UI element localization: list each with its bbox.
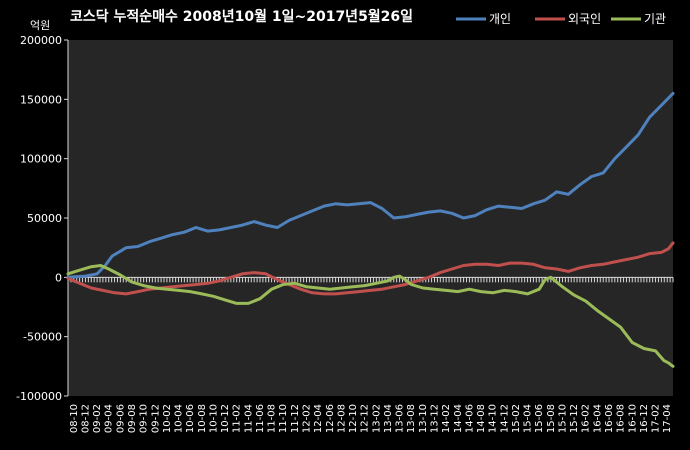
legend: 개인 외국인 기관 <box>456 12 666 26</box>
x-tick-label: 16-06 <box>604 404 615 433</box>
x-tick-label: 15-04 <box>523 404 534 433</box>
x-tick-label: 11-06 <box>255 404 266 433</box>
x-tick-label: 10-12 <box>220 404 231 433</box>
y-axis-unit-label: 억원 <box>30 19 50 32</box>
x-tick-label: 13-02 <box>371 404 382 433</box>
x-tick-label: 15-12 <box>569 404 580 433</box>
x-tick-label: 16-02 <box>581 404 592 433</box>
x-tick-label: 13-06 <box>395 404 406 433</box>
x-tick-label: 10-10 <box>208 404 219 433</box>
x-tick-label: 14-02 <box>441 404 452 433</box>
x-tick-label: 12-12 <box>360 404 371 433</box>
x-tick-label: 12-06 <box>325 404 336 433</box>
x-tick-label: 16-08 <box>616 404 627 433</box>
x-tick-label: 13-12 <box>429 404 440 433</box>
y-tick-label: -50000 <box>23 331 62 344</box>
x-tick-label: 16-04 <box>592 404 603 433</box>
y-tick-label: 50000 <box>27 212 62 225</box>
series-line-개인 <box>66 91 675 279</box>
x-tick-label: 12-08 <box>336 404 347 433</box>
plot-area <box>68 40 673 396</box>
x-tick-label: 14-08 <box>476 404 487 433</box>
series-line-외국인 <box>66 241 675 296</box>
x-tick-label: 14-10 <box>488 404 499 433</box>
x-tick-label: 15-08 <box>546 404 557 433</box>
y-tick-label: -100000 <box>16 390 62 403</box>
x-tick-label: 08-10 <box>69 404 80 433</box>
x-tick-label: 11-12 <box>290 404 301 433</box>
x-tick-label: 14-06 <box>464 404 475 433</box>
x-tick-label: 10-06 <box>185 404 196 433</box>
x-tick-label: 09-02 <box>92 404 103 433</box>
x-tick-label: 17-02 <box>651 404 662 433</box>
legend-label: 개인 <box>489 12 511 26</box>
x-tick-label: 10-02 <box>162 404 173 433</box>
y-tick-label: 0 <box>55 271 62 284</box>
x-tick-label: 16-10 <box>627 404 638 433</box>
series-line-기관 <box>66 264 675 368</box>
y-tick-label: 200000 <box>20 34 62 47</box>
x-tick-label: 11-04 <box>243 404 254 433</box>
x-tick-label: 13-04 <box>383 404 394 433</box>
x-tick-label: 10-04 <box>174 404 185 433</box>
x-tick-label: 09-04 <box>104 404 115 433</box>
x-tick-label: 13-10 <box>418 404 429 433</box>
y-tick-label: 100000 <box>20 153 62 166</box>
x-tick-label: 11-10 <box>278 404 289 433</box>
x-tick-label: 10-08 <box>197 404 208 433</box>
chart-title: 코스닥 누적순매수 2008년10월 1일~2017년5월26일 <box>70 8 413 25</box>
x-tick-label: 09-12 <box>150 404 161 433</box>
y-tick-label: 150000 <box>20 93 62 106</box>
x-tick-label: 12-10 <box>348 404 359 433</box>
x-tick-label: 14-12 <box>499 404 510 433</box>
x-tick-label: 08-12 <box>80 404 91 433</box>
x-tick-label: 09-08 <box>127 404 138 433</box>
legend-label: 기관 <box>644 12 666 26</box>
x-tick-label: 13-08 <box>406 404 417 433</box>
series-group <box>66 91 675 368</box>
x-tick-label: 09-06 <box>115 404 126 433</box>
y-axis: 200000 150000 100000 50000 0 -50000 -100000 <box>16 34 69 403</box>
x-tick-label: 15-10 <box>557 404 568 433</box>
x-tick-label: 14-04 <box>453 404 464 433</box>
legend-label: 외국인 <box>568 12 601 26</box>
x-tick-label: 17-04 <box>662 404 673 433</box>
x-tick-label: 12-02 <box>302 404 313 433</box>
x-tick-label: 11-08 <box>267 404 278 433</box>
x-tick-label: 12-04 <box>313 404 324 433</box>
x-tick-label: 11-02 <box>232 404 243 433</box>
x-axis: 08-10 08-12 09-02 09-04 09-06 09-08 09-10 09-12… <box>67 276 674 433</box>
x-tick-label: 16-12 <box>639 404 650 433</box>
x-tick-label: 15-06 <box>534 404 545 433</box>
x-tick-label: 15-02 <box>511 404 522 433</box>
x-tick-label: 09-10 <box>139 404 150 433</box>
